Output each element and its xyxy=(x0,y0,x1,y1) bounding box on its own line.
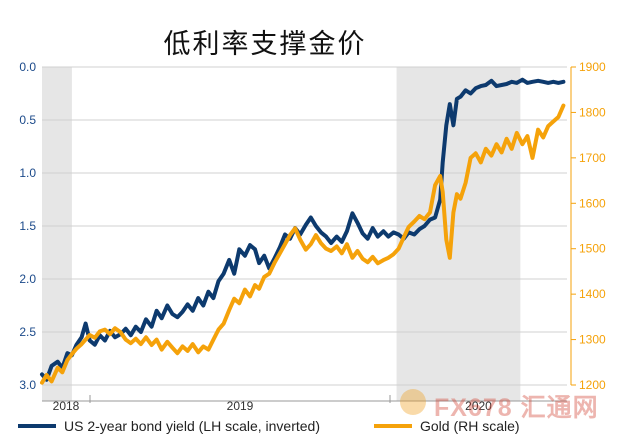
right-tick-label: 1300 xyxy=(579,333,606,347)
right-tick-label: 1600 xyxy=(579,196,606,210)
right-tick-label: 1200 xyxy=(579,378,606,392)
x-axis-label: 2018 xyxy=(53,399,80,413)
right-axis-ticks: 1900 1800 1700 1600 1500 1400 1300 1200 xyxy=(570,60,606,392)
legend-item-bond-yield: US 2-year bond yield (LH scale, inverted… xyxy=(18,418,320,434)
left-tick-label: 2.5 xyxy=(19,325,36,339)
series-line-gold xyxy=(40,103,566,385)
watermark-logo: FX678 汇通网 xyxy=(400,388,610,422)
watermark-text: FX678 汇通网 xyxy=(434,394,599,422)
left-tick-label: 1.5 xyxy=(19,219,36,233)
x-axis-label: 2020 xyxy=(465,399,492,413)
legend-item-gold: Gold (RH scale) xyxy=(374,418,520,434)
x-axis-label: 2019 xyxy=(227,399,254,413)
left-tick-label: 0.5 xyxy=(19,113,36,127)
left-tick-label: 1.0 xyxy=(19,166,36,180)
legend-swatch-bond-yield xyxy=(18,424,56,428)
left-axis-ticks: 0.0 0.5 1.0 1.5 2.0 2.5 3.0 xyxy=(19,60,36,392)
left-tick-label: 2.0 xyxy=(19,272,36,286)
legend-label-gold: Gold (RH scale) xyxy=(420,418,520,434)
left-tick-label: 3.0 xyxy=(19,378,36,392)
series-lines xyxy=(40,77,566,385)
left-tick-label: 0.0 xyxy=(19,60,36,74)
shaded-region-0 xyxy=(42,67,72,401)
right-tick-label: 1800 xyxy=(579,105,606,119)
right-tick-label: 1500 xyxy=(579,242,606,256)
right-tick-label: 1900 xyxy=(579,60,606,74)
coin-icon xyxy=(400,389,426,415)
x-axis-labels: 2018 2019 2020 xyxy=(42,395,567,413)
right-tick-label: 1400 xyxy=(579,287,606,301)
series-line-bond-yield xyxy=(40,77,566,382)
legend-swatch-gold xyxy=(374,424,412,428)
legend-label-bond-yield: US 2-year bond yield (LH scale, inverted… xyxy=(64,418,321,434)
chart-title: 低利率支撑金价 xyxy=(163,29,367,60)
right-tick-label: 1700 xyxy=(579,151,606,165)
legend: US 2-year bond yield (LH scale, inverted… xyxy=(18,418,618,436)
